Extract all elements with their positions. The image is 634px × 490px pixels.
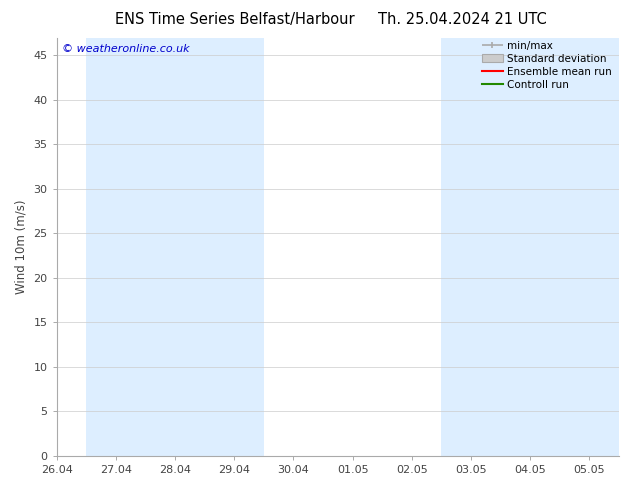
Y-axis label: Wind 10m (m/s): Wind 10m (m/s) (15, 199, 28, 294)
Legend: min/max, Standard deviation, Ensemble mean run, Controll run: min/max, Standard deviation, Ensemble me… (478, 37, 616, 95)
Text: ENS Time Series Belfast/Harbour: ENS Time Series Belfast/Harbour (115, 12, 354, 27)
Bar (441, 38, 560, 456)
Bar (560, 38, 634, 456)
Text: Th. 25.04.2024 21 UTC: Th. 25.04.2024 21 UTC (378, 12, 547, 27)
Bar (86, 38, 264, 456)
Text: © weatheronline.co.uk: © weatheronline.co.uk (62, 44, 190, 54)
